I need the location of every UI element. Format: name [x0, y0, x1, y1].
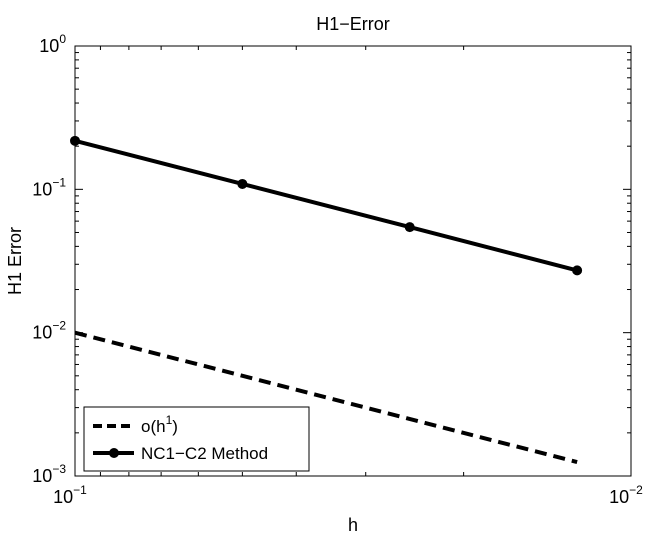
- tick-labels: 10−1 10−2 100 10−1 10−2 10−3: [32, 32, 643, 507]
- data-point: [404, 222, 415, 233]
- legend-label-1: NC1−C2 Method: [141, 444, 268, 463]
- chart-title: H1−Error: [316, 14, 390, 34]
- y-tick-label: 10−1: [32, 175, 66, 199]
- y-tick-label: 10−3: [32, 462, 66, 486]
- legend: o(h1) NC1−C2 Method: [83, 406, 310, 472]
- legend-label-0: o(h1): [141, 413, 178, 436]
- x-tick-label: 10−1: [53, 483, 87, 507]
- y-tick-label: 100: [39, 32, 66, 56]
- legend-marker: [109, 448, 119, 458]
- plot-area: [74, 45, 632, 477]
- data-point: [237, 178, 248, 189]
- legend-box: [83, 406, 310, 472]
- x-tick-label: 10−2: [609, 483, 643, 507]
- series-line-1: [74, 138, 578, 273]
- y-tick-label: 10−2: [32, 319, 66, 343]
- data-point: [70, 135, 80, 146]
- series-line-0: [74, 330, 578, 465]
- y-axis-label: H1 Error: [5, 227, 25, 295]
- data-point: [572, 265, 583, 276]
- x-axis-label: h: [348, 515, 358, 535]
- series-layer: [70, 135, 583, 465]
